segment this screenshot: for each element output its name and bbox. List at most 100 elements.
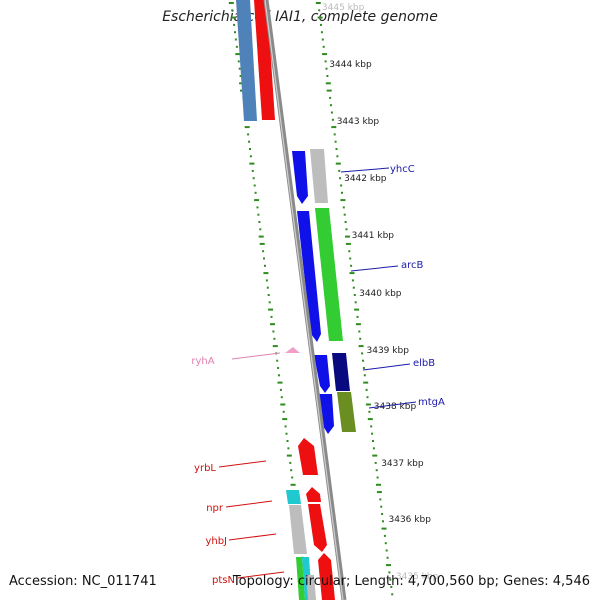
gc-dot-right (362, 367, 365, 369)
gc-dot-right (386, 556, 389, 559)
kbp-tick-label: 3438 kbp (374, 402, 417, 412)
gc-dot-right (363, 381, 369, 384)
gc-dot-right (366, 396, 369, 399)
gene-label-yhbJ[interactable]: yhbJ (205, 536, 227, 547)
gc-dot-left (268, 308, 274, 311)
gc-dot-right (381, 527, 387, 530)
gc-dot-right (386, 564, 391, 567)
gc-dot-right (342, 206, 345, 209)
gc-dot-right (381, 513, 384, 515)
feature-navy-elbB[interactable] (332, 353, 350, 391)
gc-dot-right (391, 593, 394, 596)
feature-gray-ptsN[interactable] (306, 575, 316, 600)
gc-dot-right (362, 359, 364, 362)
feature-steel-top[interactable] (236, 0, 257, 121)
gc-dot-right (363, 374, 366, 377)
feature-olive-mtgA[interactable] (337, 392, 356, 432)
feature-red-npr[interactable] (306, 487, 321, 502)
kbp-tick-label: 3441 kbp (352, 231, 395, 241)
genome-backbone (263, 0, 347, 600)
gene-label-elbB[interactable]: elbB (413, 358, 435, 369)
gc-dot-right (365, 388, 368, 391)
gc-dot-left (279, 388, 282, 391)
gc-dot-left (258, 221, 261, 223)
gc-dot-right (341, 191, 343, 194)
feature-green-arcB[interactable] (315, 208, 343, 341)
gene-label-yhcC[interactable]: yhcC (390, 164, 415, 175)
gc-dot-left (291, 476, 294, 479)
feature-cyan-npr[interactable] (286, 490, 301, 504)
gc-dot-right (318, 9, 321, 12)
gc-dot-right (336, 155, 339, 158)
gene-label-yrbL[interactable]: yrbL (194, 463, 216, 474)
gene-label-arcB[interactable]: arcB (401, 260, 424, 271)
gc-dot-right (367, 418, 373, 421)
gene-label-mtgA[interactable]: mtgA (418, 397, 445, 408)
feature-blue-yhcC[interactable] (292, 151, 308, 204)
gc-dot-left (273, 337, 276, 340)
feature-gray-yhcC[interactable] (310, 149, 328, 203)
feature-red-yhbJ[interactable] (308, 504, 327, 552)
gc-dot-right (359, 337, 362, 340)
gc-dot-left (235, 45, 238, 48)
gc-dot-left (282, 418, 288, 421)
leader-mtgA (368, 401, 417, 409)
gc-dot-right (334, 140, 337, 143)
gc-dot-right (388, 571, 391, 574)
gene-label-ryhA[interactable]: ryhA (191, 356, 214, 367)
feature-tracks (236, 0, 356, 600)
gc-dot-right (339, 177, 342, 180)
gc-dot-left (234, 31, 236, 34)
gc-dot-right (320, 23, 322, 26)
gc-dot-right (350, 264, 353, 267)
gc-dot-right (349, 272, 355, 275)
leader-yhbJ (228, 533, 277, 541)
feature-pink-ryhA[interactable] (285, 347, 300, 353)
gc-dot-left (287, 447, 290, 450)
feature-red-top[interactable] (254, 0, 275, 120)
gc-dot-right (355, 323, 361, 326)
feature-red-ptsN[interactable] (318, 553, 335, 600)
gene-labels: yhcC arcB elbB mtgA ryhA yrbL npr yhbJ p… (191, 164, 445, 586)
gene-label-ptsN[interactable]: ptsN (212, 575, 235, 586)
gc-dot-left (259, 242, 265, 245)
gc-dot-right (344, 221, 347, 223)
gc-dot-left (286, 440, 289, 442)
gc-dot-right (372, 440, 374, 442)
gc-dot-left (270, 323, 275, 326)
feature-blue-mtgA[interactable] (318, 394, 334, 434)
gc-dot-right (371, 432, 374, 435)
gc-dot-left (249, 148, 251, 150)
gc-dot-right (372, 454, 378, 457)
feature-blue-elbB[interactable] (314, 355, 330, 393)
gc-dot-left (254, 191, 257, 194)
gc-dot-left (286, 454, 292, 457)
topology-text: Topology: circular; Length: 4,700,560 bp… (232, 574, 590, 589)
gc-dot-right (389, 578, 392, 581)
gc-dot-left (290, 483, 296, 486)
gc-dot-right (322, 45, 325, 48)
gc-dot-right (315, 2, 321, 4)
gc-dot-right (335, 148, 338, 150)
gc-dot-left (228, 2, 234, 4)
gc-dot-right (349, 257, 352, 260)
gc-dot-left (237, 60, 240, 63)
gc-dot-left (234, 38, 237, 41)
gc-dot-right (376, 491, 382, 494)
gc-dot-right (331, 118, 334, 121)
kbp-tick-label: 3445 kbp (322, 3, 365, 13)
feature-red-yrbL[interactable] (298, 438, 318, 475)
gc-dot-right (370, 425, 373, 428)
kbp-tick-label: 3439 kbp (367, 346, 410, 356)
leader-elbB (362, 363, 411, 371)
gc-dot-left (238, 67, 241, 70)
gc-dot-right (374, 461, 377, 464)
feature-blue-arcB[interactable] (297, 211, 321, 342)
gc-dot-right (358, 345, 364, 348)
feature-gray-yhbJ[interactable] (289, 505, 307, 554)
gc-dot-left (249, 162, 255, 165)
gene-label-npr[interactable]: npr (206, 503, 224, 514)
gc-dot-left (251, 169, 254, 172)
gc-dot-right (385, 549, 388, 552)
gc-dot-right (376, 476, 379, 479)
